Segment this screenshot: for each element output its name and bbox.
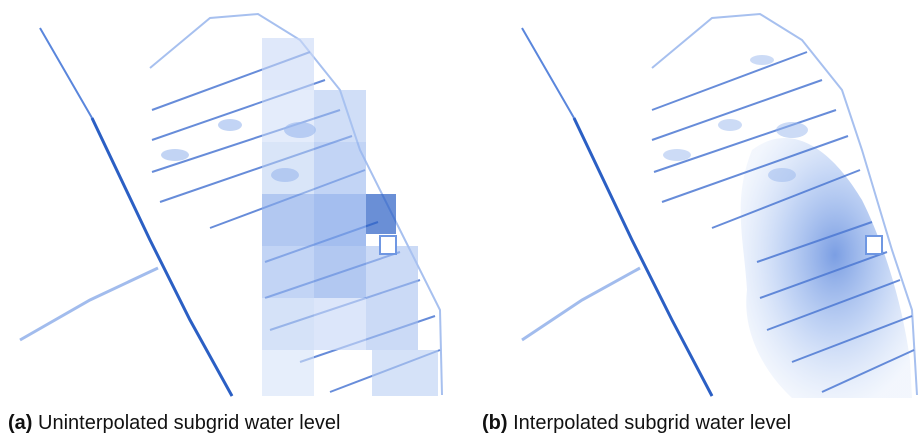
caption-text: Uninterpolated subgrid water level [32, 412, 341, 434]
caption-panel-b: (b) Interpolated subgrid water level [482, 412, 791, 435]
water-level-map-interpolated [521, 12, 918, 398]
water-level-map-uninterpolated [19, 12, 443, 397]
caption-tag: (b) [482, 412, 508, 434]
panel-interpolated [462, 0, 923, 400]
caption-text: Interpolated subgrid water level [507, 412, 792, 434]
caption-panel-a: (a) Uninterpolated subgrid water level [8, 412, 340, 435]
panel-uninterpolated [0, 0, 460, 400]
caption-tag: (a) [8, 412, 33, 434]
